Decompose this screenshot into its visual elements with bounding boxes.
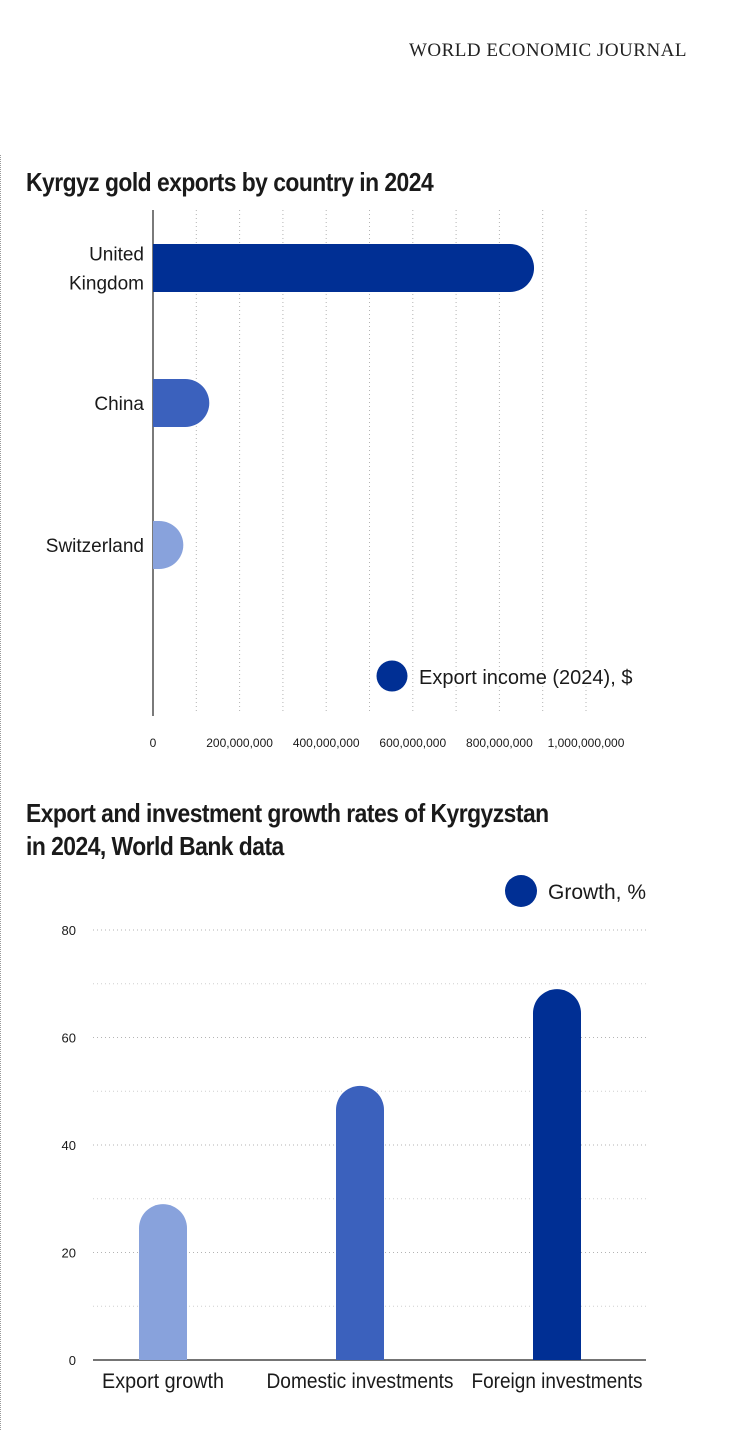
chart1-category-label-line: Kingdom — [69, 274, 144, 295]
chart2-category-label-2: Foreign investments — [472, 1370, 643, 1393]
gold-exports-chart: United Kingdom China Switzerland 0 200,000,0… — [46, 210, 632, 750]
chart1-x-tick-label-1: 200,000,000 — [206, 736, 273, 750]
chart1-x-tick-label-4: 800,000,000 — [466, 736, 533, 750]
chart1-category-label-line: United — [89, 245, 144, 266]
chart2-y-tick-labels: 0 20 40 60 80 — [62, 923, 76, 1368]
left-margin-rule — [0, 155, 1, 1430]
chart2-legend-label: Growth, % — [548, 881, 646, 904]
chart1-title: Kyrgyz gold exports by country in 2024 — [26, 167, 434, 197]
chart1-category-label-line: Switzerland — [46, 536, 144, 557]
chart2-category-label-1: Domestic investments — [267, 1370, 454, 1393]
growth-rates-chart: 0 20 40 60 80 Export growth Domestic investme… — [62, 875, 646, 1393]
chart2-y-tick-label-3: 60 — [62, 1031, 76, 1046]
chart2-y-tick-label-4: 80 — [62, 923, 76, 938]
chart2-bar-2 — [533, 989, 581, 1360]
chart2-bar-0 — [139, 1204, 187, 1360]
chart2-y-tick-label-1: 20 — [62, 1246, 76, 1261]
publication-masthead: WORLD ECONOMIC JOURNAL — [408, 40, 687, 61]
chart1-bar-1 — [153, 379, 210, 428]
chart1-x-tick-labels: 0 200,000,000 400,000,000 600,000,000 800,00… — [150, 736, 625, 750]
chart1-bar-0 — [153, 244, 535, 292]
chart2-category-label-0: Export growth — [102, 1370, 224, 1393]
chart1-category-label-1: China — [94, 394, 144, 415]
chart1-bars — [153, 244, 535, 569]
chart1-legend-label: Export income (2024), $ — [419, 667, 632, 689]
chart2-bar-1 — [336, 1085, 384, 1360]
chart2-legend: Growth, % — [505, 875, 646, 907]
chart2-y-tick-label-2: 40 — [62, 1138, 76, 1153]
chart1-category-labels: United Kingdom China Switzerland — [46, 245, 145, 558]
chart1-category-label-line: China — [94, 394, 144, 415]
chart1-bar-2 — [153, 521, 184, 569]
chart2-legend-swatch — [505, 875, 537, 907]
chart1-x-tick-label-3: 600,000,000 — [379, 736, 446, 750]
chart2-category-labels: Export growth Domestic investments Foreign… — [102, 1370, 643, 1393]
chart2-bars — [139, 989, 581, 1360]
chart2-title: Export and investment growth rates of Ky… — [26, 798, 549, 861]
chart1-legend: Export income (2024), $ — [376, 660, 632, 692]
chart1-x-tick-label-5: 1,000,000,000 — [548, 736, 625, 750]
chart2-y-tick-label-0: 0 — [69, 1353, 76, 1368]
chart1-x-tick-label-0: 0 — [150, 736, 157, 750]
chart1-category-label-2: Switzerland — [46, 536, 144, 557]
chart1-category-label-0: United Kingdom — [69, 245, 144, 295]
chart1-legend-swatch — [376, 660, 408, 692]
chart1-gridlines — [152, 210, 587, 716]
chart1-x-tick-label-2: 400,000,000 — [293, 736, 360, 750]
